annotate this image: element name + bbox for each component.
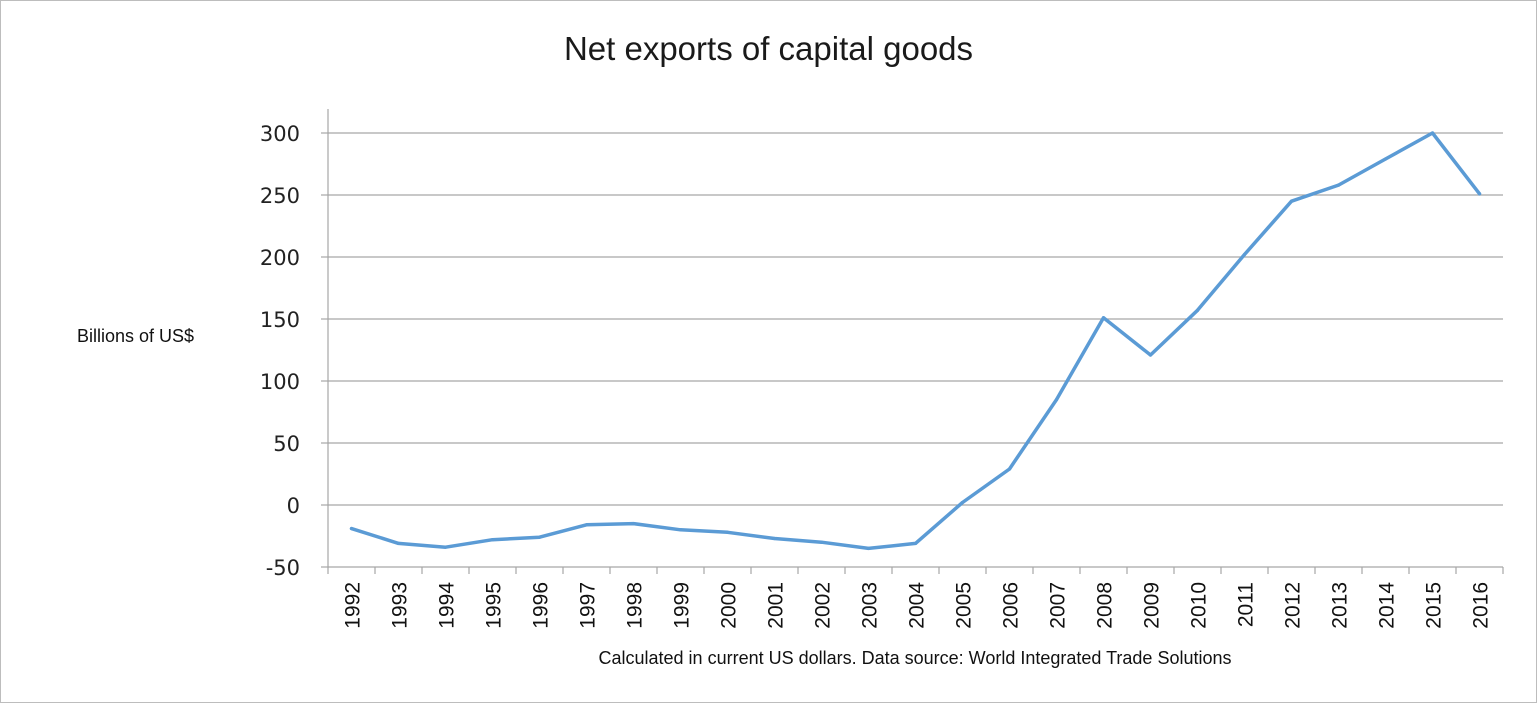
data-point: [1007, 467, 1012, 471]
data-point: [725, 530, 730, 534]
data-point: [537, 535, 542, 539]
x-tick-label: 1996: [530, 582, 553, 629]
data-point: [396, 541, 401, 546]
x-tick-label: 1993: [389, 582, 412, 629]
data-point: [1101, 316, 1106, 320]
x-tick-label: 2010: [1188, 582, 1211, 629]
y-tick-label: 250: [260, 184, 300, 208]
x-tick-label: 2005: [953, 582, 976, 629]
x-tick-label: 1997: [577, 582, 600, 629]
data-point: [960, 500, 965, 505]
data-point: [678, 528, 683, 532]
x-tick-label: 2006: [1000, 582, 1023, 629]
data-point: [819, 540, 824, 544]
y-tick-label: 300: [260, 122, 300, 146]
x-tick-label: 2002: [812, 582, 835, 629]
x-tick-label: 2007: [1047, 582, 1070, 629]
data-point: [631, 522, 636, 526]
data-point: [1242, 252, 1247, 257]
x-tick-label: 2008: [1094, 582, 1117, 629]
data-point: [913, 541, 918, 546]
y-tick-label: 100: [260, 370, 300, 394]
x-tick-label: 1992: [342, 582, 365, 629]
x-tick-label: 2003: [859, 582, 882, 629]
y-tick-label: 150: [260, 308, 300, 332]
data-point: [866, 546, 871, 551]
x-tick-label: 1994: [436, 582, 459, 629]
x-tick-label: 2015: [1423, 582, 1446, 629]
x-tick-label: 2013: [1329, 582, 1352, 629]
chart-title: Net exports of capital goods: [563, 30, 974, 67]
y-axis-label: Billions of US$: [77, 326, 195, 346]
data-point: [1477, 192, 1482, 196]
data-point: [1148, 353, 1153, 357]
x-tick-label: 2009: [1141, 582, 1164, 629]
data-point: [1336, 183, 1341, 187]
y-tick-label: 0: [287, 494, 300, 518]
data-point: [1289, 199, 1294, 203]
x-tick-label: 2000: [718, 582, 741, 629]
x-tick-label: 2004: [906, 582, 929, 629]
x-tick-label: 2011: [1235, 582, 1258, 627]
data-point: [349, 526, 354, 531]
data-point: [584, 523, 589, 527]
y-tick-label: -50: [266, 556, 300, 580]
x-tick-label: 1998: [624, 582, 647, 629]
data-point: [1383, 157, 1388, 161]
chart-footnote: Calculated in current US dollars. Data s…: [598, 648, 1232, 668]
x-tick-label: 1999: [671, 582, 694, 629]
data-point: [1195, 308, 1200, 312]
data-point: [443, 545, 448, 549]
data-point: [772, 536, 777, 541]
x-tick-label: 2016: [1470, 582, 1493, 629]
x-tick-label: 2001: [765, 582, 788, 629]
x-tick-label: 2012: [1282, 582, 1305, 629]
y-tick-label: 50: [273, 432, 300, 456]
data-point: [490, 538, 495, 542]
y-tick-label: 200: [260, 246, 300, 270]
x-tick-label: 2014: [1376, 582, 1399, 629]
data-point: [1054, 398, 1059, 402]
x-tick-label: 1995: [483, 582, 506, 629]
data-point: [1430, 131, 1435, 135]
